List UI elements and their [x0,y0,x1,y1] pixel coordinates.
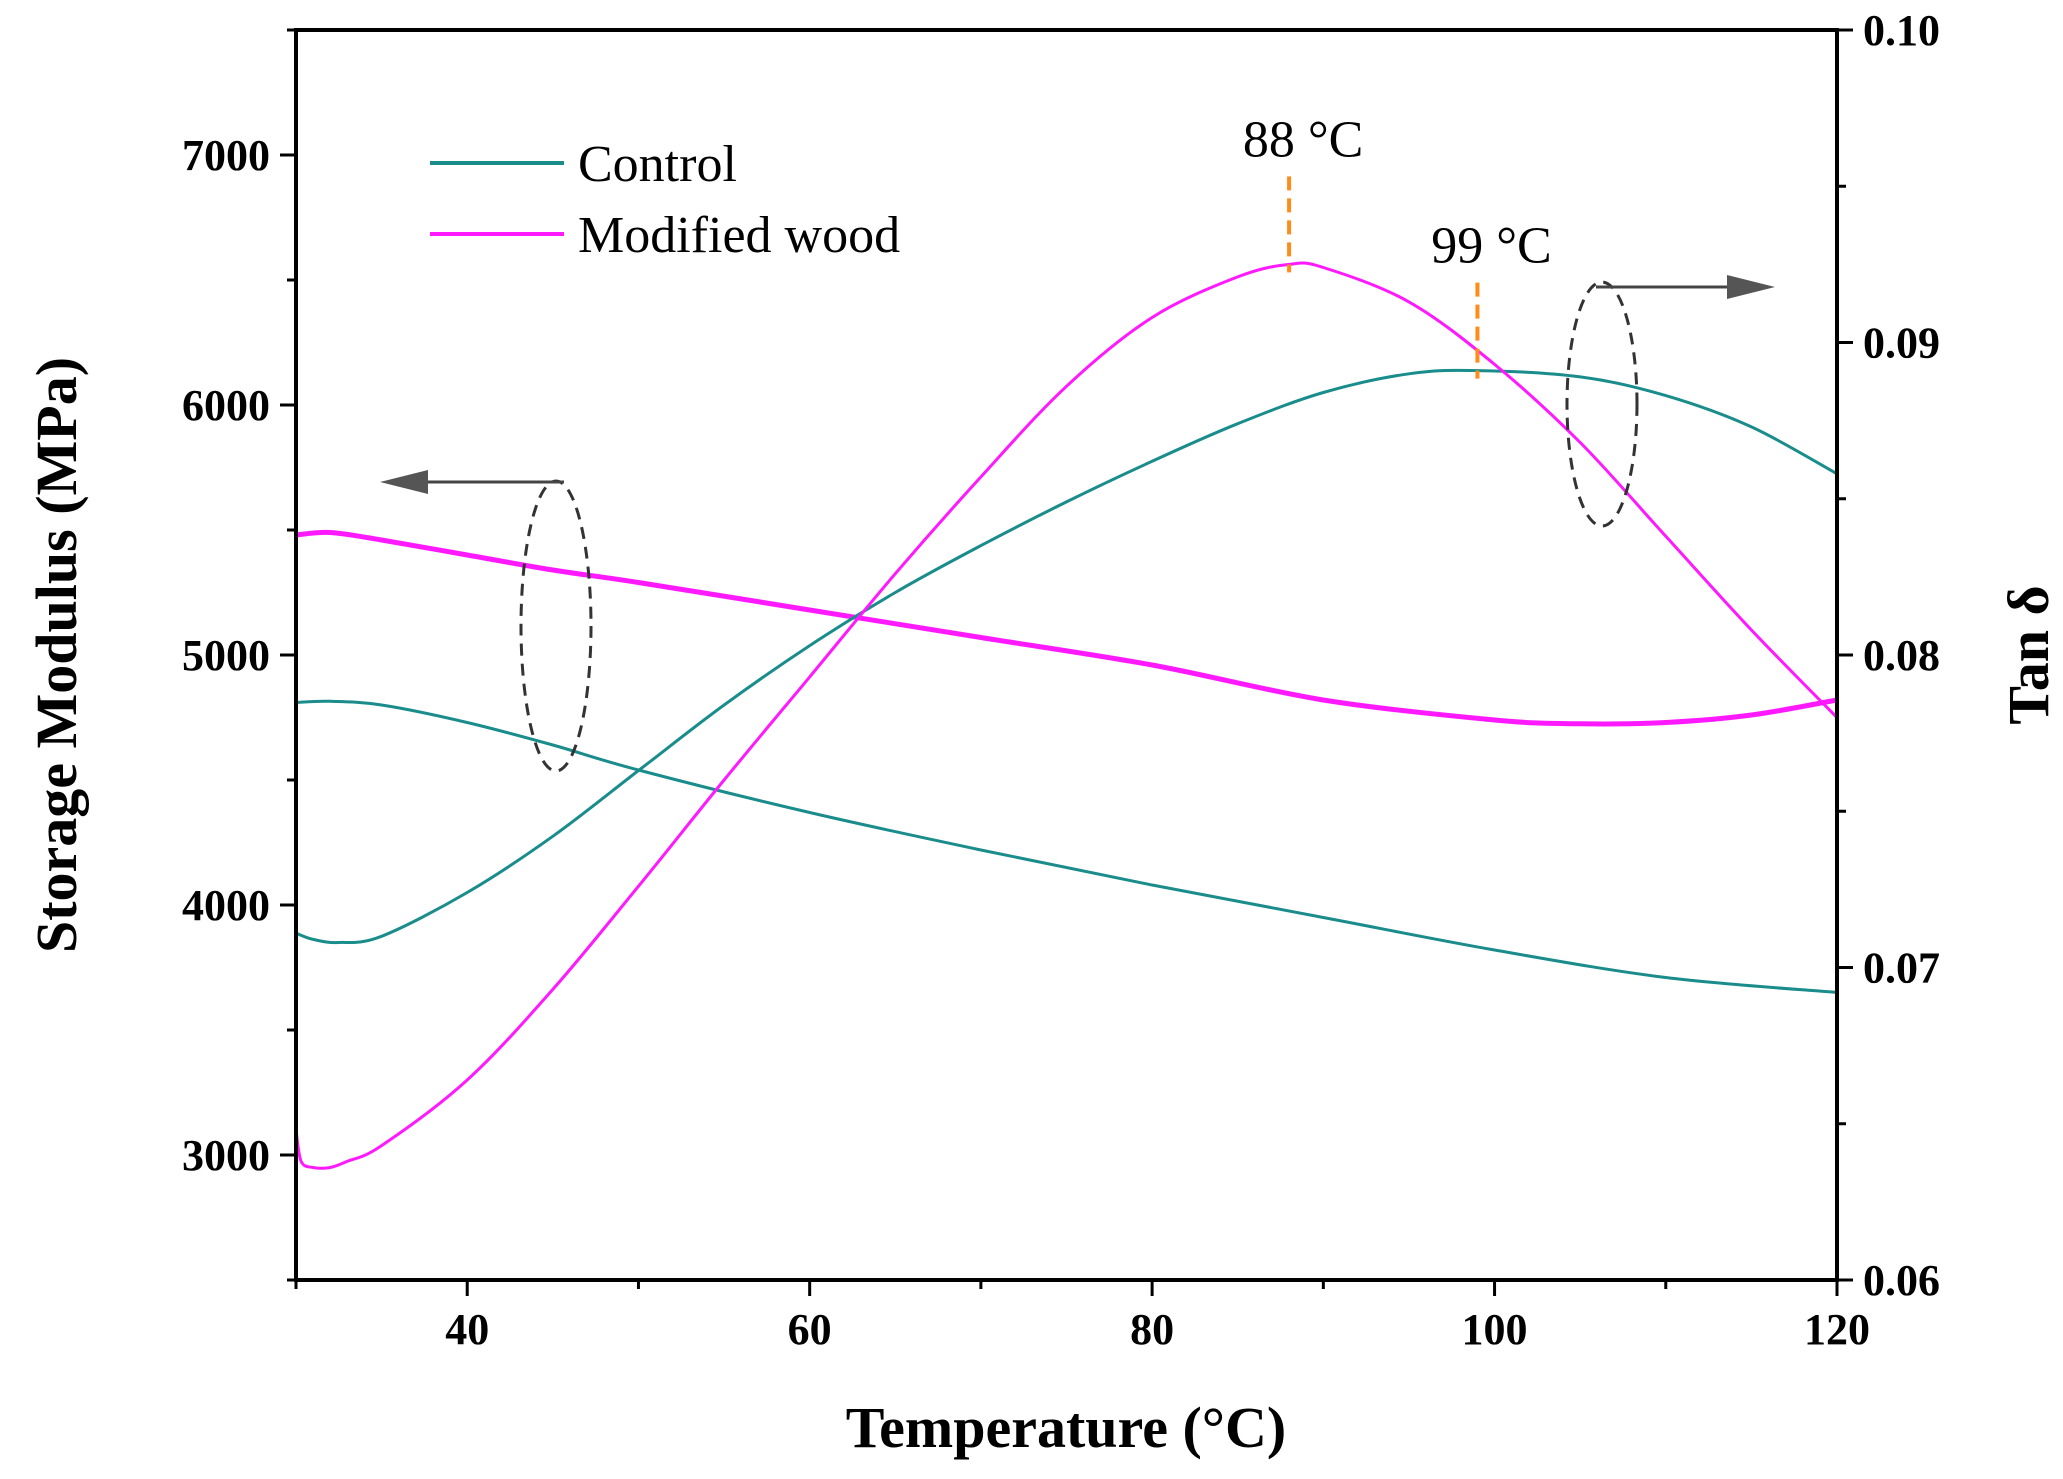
text-layer: Temperature (°C) Storage Modulus (MPa) T… [24,6,2061,1460]
y-right-tick-label: 0.08 [1863,631,1940,680]
y-right-tick-label: 0.06 [1863,1256,1940,1305]
right-axis-group-ellipse [1565,280,1639,528]
plot-frame [294,28,1839,1282]
x-tick-label: 120 [1804,1305,1870,1354]
y-right-tick-label: 0.07 [1863,944,1940,993]
annotation-layer [380,176,1775,773]
y-left-axis-title: Storage Modulus (MPa) [24,357,89,953]
right-arrow-head-icon [1727,275,1775,299]
x-tick-label: 40 [445,1305,489,1354]
x-tick-label: 100 [1462,1305,1528,1354]
y-left-tick-label: 5000 [182,631,270,680]
peak-label: 88 °C [1243,111,1363,168]
left-arrow-head-icon [380,470,428,494]
legend-label-control: Control [578,136,737,193]
y-left-tick-label: 7000 [182,131,270,180]
series-layer [294,261,1839,1170]
x-axis-title: Temperature (°C) [846,1395,1286,1460]
y-right-axis-title: Tan δ [1996,585,2061,724]
control-tan-deltaline [295,368,1838,945]
y-left-tick-label: 6000 [182,381,270,430]
x-tick-label: 60 [788,1305,832,1354]
legend-label-modified-wood: Modified wood [578,207,900,264]
y-right-tick-label: 0.09 [1863,319,1940,368]
x-tick-label: 80 [1130,1305,1174,1354]
control-storage-modulusline [295,699,1838,994]
y-right-tick-label: 0.10 [1863,6,1940,55]
modified-wood-storage-modulusline [295,529,1838,727]
peak-label: 99 °C [1431,218,1551,275]
y-left-tick-label: 3000 [182,1131,270,1180]
modified-wood-tan-deltaline [294,261,1839,1170]
legend: Control Modified wood [430,136,900,264]
tick-layer [280,28,1853,1296]
left-axis-group-ellipse [519,479,593,773]
y-left-tick-label: 4000 [182,881,270,930]
